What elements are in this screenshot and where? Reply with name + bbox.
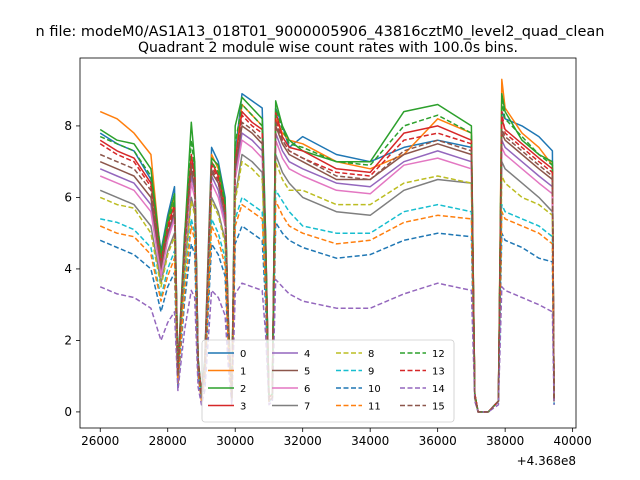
x-tick-label: 34000 — [351, 434, 389, 448]
figure-suptitle: n file: modeM0/AS1A13_018T01_9000005906_… — [36, 24, 605, 40]
y-axis: 0 2 4 6 8 — [64, 119, 80, 419]
legend-label-13: 13 — [432, 367, 445, 378]
y-tick-label: 2 — [64, 333, 72, 347]
legend-label-0: 0 — [240, 349, 246, 360]
legend-label-6: 6 — [304, 384, 310, 395]
x-tick-label: 32000 — [284, 434, 322, 448]
x-tick-label: 26000 — [81, 434, 119, 448]
chart-title: Quadrant 2 module wise count rates with … — [138, 40, 518, 56]
x-tick-label: 36000 — [419, 434, 457, 448]
legend-label-8: 8 — [368, 349, 374, 360]
series-layer — [99, 78, 555, 413]
legend-label-1: 1 — [240, 367, 246, 378]
x-axis: 26000 28000 30000 32000 34000 36000 38000 40000 — [81, 428, 592, 448]
plot-frame — [79, 57, 577, 429]
legend-label-10: 10 — [368, 384, 381, 395]
legend-box — [201, 339, 455, 423]
x-tick-label: 30000 — [216, 434, 254, 448]
legend-label-11: 11 — [368, 402, 381, 413]
legend-label-12: 12 — [432, 349, 445, 360]
legend-label-5: 5 — [304, 367, 310, 378]
legend-label-4: 4 — [304, 349, 310, 360]
x-offset-label: +4.368e8 — [517, 454, 576, 468]
x-tick-label: 40000 — [554, 434, 592, 448]
y-tick-label: 8 — [64, 119, 72, 133]
legend-label-2: 2 — [240, 384, 246, 395]
y-tick-label: 0 — [64, 405, 72, 419]
x-tick-label: 38000 — [486, 434, 524, 448]
series-line-15 — [99, 121, 555, 413]
x-tick-label: 28000 — [149, 434, 187, 448]
legend-label-9: 9 — [368, 367, 374, 378]
legend-label-3: 3 — [240, 402, 246, 413]
legend-label-7: 7 — [304, 402, 310, 413]
legend-label-14: 14 — [432, 384, 445, 395]
y-tick-label: 4 — [64, 262, 72, 276]
legend-label-15: 15 — [432, 402, 445, 413]
y-tick-label: 6 — [64, 190, 72, 204]
